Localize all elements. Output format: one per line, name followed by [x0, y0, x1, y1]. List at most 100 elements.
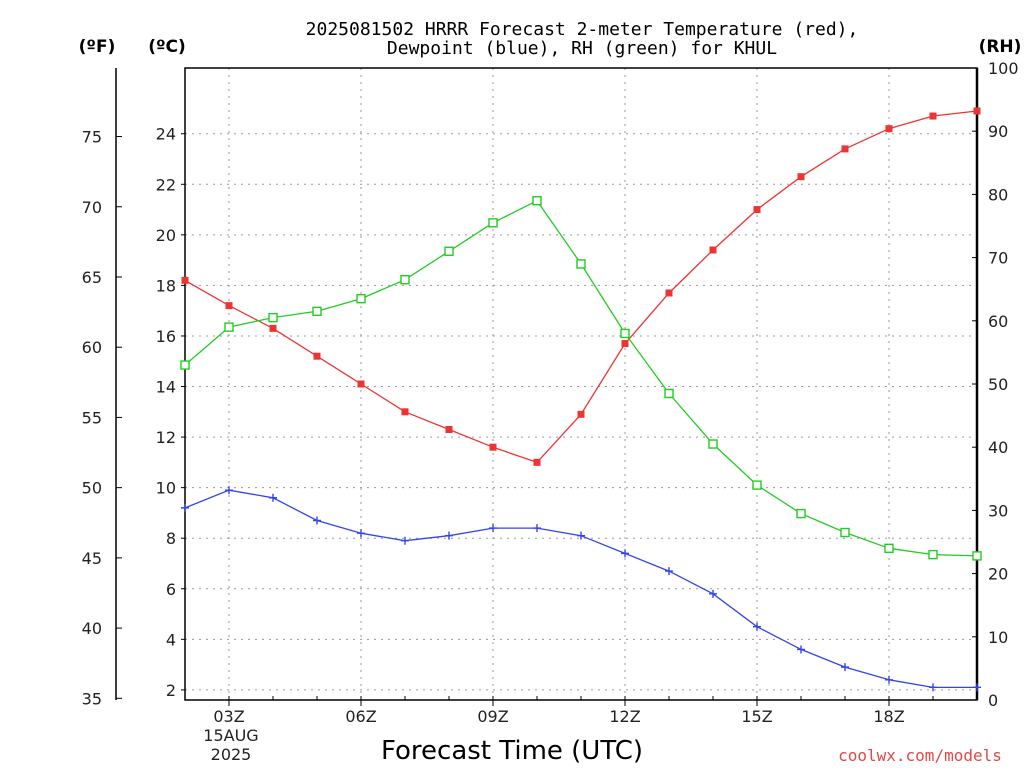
- rh-data-point: [268, 312, 278, 323]
- rh-tick-label: 70: [988, 249, 1008, 268]
- rh-data-point: [664, 388, 674, 399]
- fahrenheit-axis-unit: (ºF): [79, 37, 116, 57]
- celsius-tick-label: 10: [156, 479, 176, 498]
- celsius-tick-label: 8: [166, 529, 176, 548]
- celsius-tick-label: 4: [166, 630, 176, 649]
- fahrenheit-tick-label: 70: [82, 198, 102, 217]
- dewpoint-data-point: [841, 663, 849, 672]
- rh-data-point: [400, 275, 410, 285]
- temperature-data-point: [841, 145, 849, 153]
- dewpoint-data-point: [665, 567, 673, 576]
- rh-data-point: [576, 259, 586, 269]
- rh-tick-label: 20: [988, 565, 1008, 584]
- time-tick-label: 09Z: [477, 707, 508, 726]
- x-axis-label: Forecast Time (UTC): [381, 736, 643, 766]
- dewpoint-data-point: [577, 531, 585, 540]
- fahrenheit-tick-label: 40: [82, 619, 102, 638]
- dewpoint-data-point: [885, 675, 893, 684]
- rh-tick-label: 50: [988, 375, 1008, 394]
- rh-data-point: [752, 480, 762, 490]
- dewpoint-data-point: [269, 493, 277, 502]
- dewpoint-data-point: [445, 531, 453, 540]
- rh-axis-unit: (RH): [979, 37, 1022, 57]
- time-tick-label: 12Z: [609, 707, 640, 726]
- chart-title: 2025081502 HRRR Forecast 2-meter Tempera…: [306, 19, 859, 40]
- gridlines: [185, 68, 977, 700]
- fahrenheit-tick-label: 60: [82, 338, 102, 357]
- rh-tick-label: 80: [988, 185, 1008, 204]
- fahrenheit-axis: 35 40 45 50 55 60 65 70 75: [82, 128, 122, 708]
- rh-data-point: [488, 218, 498, 228]
- rh-tick-label: 90: [988, 122, 1008, 141]
- fahrenheit-tick-label: 50: [82, 479, 102, 498]
- rh-tick-label: 60: [988, 312, 1008, 331]
- rh-axis: 0 10 20 30 40 50 60 70 80 90 100: [972, 59, 1019, 710]
- rh-data-point: [620, 328, 630, 339]
- time-tick-label: 03Z: [213, 707, 244, 726]
- fahrenheit-tick-label: 65: [82, 268, 102, 287]
- rh-tick-label: 30: [988, 501, 1008, 520]
- temperature-data-point: [269, 324, 277, 332]
- temperature-data-point: [709, 246, 717, 254]
- date-label-year: 2025: [211, 745, 252, 764]
- rh-data-point: [444, 246, 454, 256]
- temperature-data-point: [665, 289, 673, 297]
- rh-data-point: [224, 322, 234, 332]
- temperature-data-point: [797, 173, 805, 181]
- rh-tick-label: 100: [988, 59, 1019, 78]
- temperature-data-point: [533, 458, 541, 466]
- credit-label: coolwx.com/models: [838, 746, 1002, 765]
- chart-title-line2: Dewpoint (blue), RH (green) for KHUL: [387, 38, 777, 59]
- dewpoint-data-point: [709, 589, 717, 598]
- rh-data-point: [356, 293, 366, 304]
- temperature-data-point: [489, 443, 497, 451]
- celsius-tick-label: 22: [156, 175, 176, 194]
- dewpoint-data-point: [797, 645, 805, 654]
- dewpoint-data-point: [357, 529, 365, 538]
- rh-data-point: [796, 508, 806, 519]
- dewpoint-data-point: [313, 516, 321, 525]
- temperature-data-point: [181, 276, 189, 284]
- celsius-tick-label: 2: [166, 681, 176, 700]
- dewpoint-data-point: [973, 683, 981, 692]
- temperature-data-point: [225, 302, 233, 310]
- rh-tick-label: 40: [988, 438, 1008, 457]
- rh-data-point: [180, 360, 190, 370]
- dewpoint-data-point: [621, 549, 629, 558]
- dewpoint-data-point: [533, 524, 541, 533]
- rh-data-point: [708, 439, 718, 449]
- dewpoint-data-point: [181, 503, 189, 512]
- fahrenheit-tick-label: 45: [82, 549, 102, 568]
- rh-data-point: [312, 306, 322, 317]
- temperature-data-point: [445, 426, 453, 434]
- date-label-day: 15AUG: [203, 726, 258, 745]
- temperature-data-point: [577, 410, 585, 418]
- plot-frame: [184, 67, 978, 701]
- time-tick-label: 06Z: [345, 707, 376, 726]
- temperature-data-point: [313, 352, 321, 360]
- data-series: [180, 107, 982, 692]
- rh-data-point: [928, 549, 938, 560]
- time-axis: 03Z 06Z 09Z 12Z 15Z 18Z: [184, 696, 978, 726]
- celsius-tick-label: 18: [156, 276, 176, 295]
- rh-data-point: [532, 196, 542, 206]
- time-tick-label: 18Z: [873, 707, 904, 726]
- rh-series-line: [184, 199, 978, 557]
- fahrenheit-tick-label: 35: [82, 689, 102, 708]
- temperature-data-point: [621, 340, 629, 348]
- rh-data-point: [840, 527, 850, 538]
- temperature-data-point: [753, 206, 761, 214]
- celsius-axis-unit: (ºC): [148, 37, 186, 57]
- temperature-data-point: [401, 408, 409, 416]
- celsius-tick-label: 20: [156, 226, 176, 245]
- temperature-data-point: [973, 107, 981, 115]
- rh-tick-label: 0: [988, 691, 998, 710]
- dewpoint-data-point: [225, 486, 233, 495]
- celsius-tick-label: 12: [156, 428, 176, 447]
- rh-data-point: [884, 543, 894, 554]
- time-tick-label: 15Z: [741, 707, 772, 726]
- rh-data-point: [972, 551, 982, 561]
- temperature-data-point: [357, 380, 365, 388]
